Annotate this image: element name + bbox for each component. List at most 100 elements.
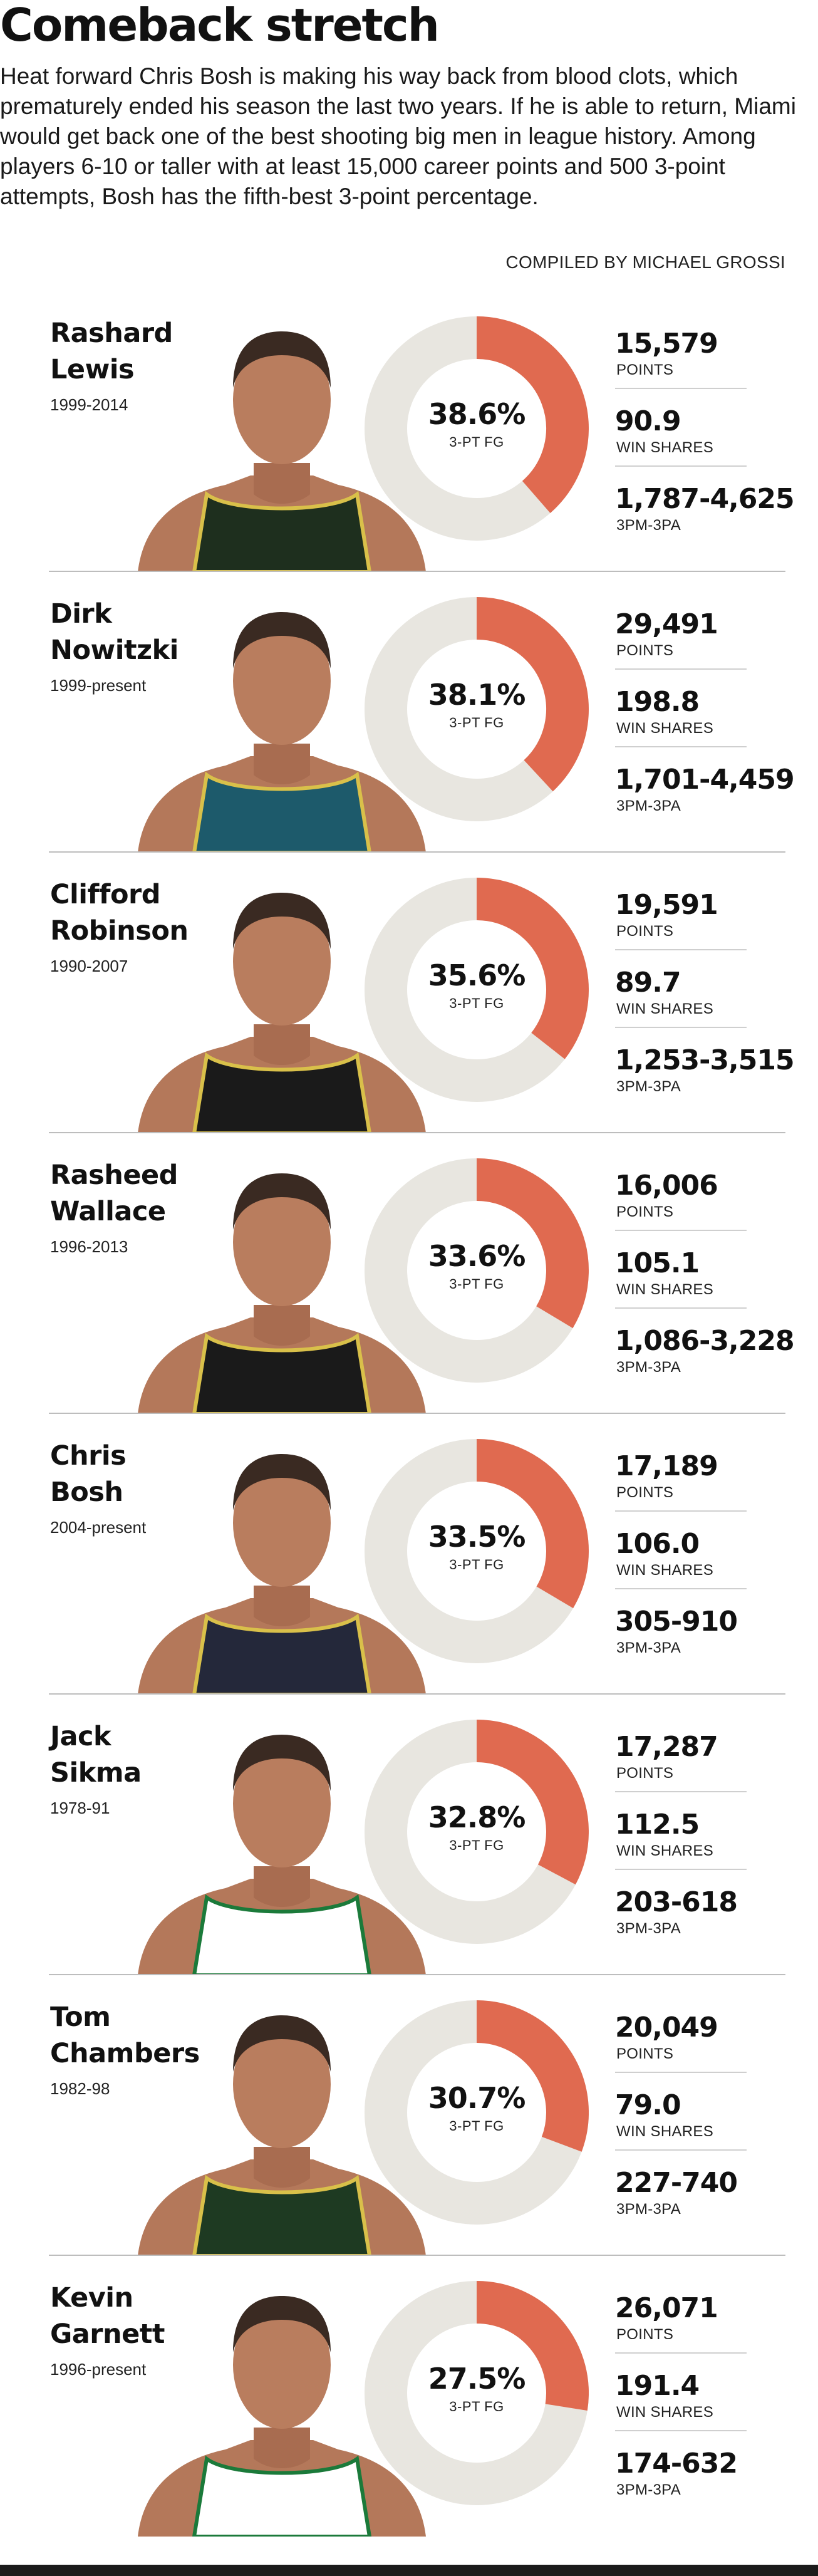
- win-shares-label: WIN SHARES: [616, 720, 714, 737]
- player-years: 2004-present: [50, 1518, 147, 1537]
- points-value: 16,006: [615, 1170, 718, 1202]
- player-photo: [138, 1173, 426, 1414]
- points-label: POINTS: [616, 1484, 674, 1501]
- pct-value: 30.7%: [428, 2081, 526, 2115]
- points-value: 20,049: [615, 2012, 718, 2044]
- row-divider: [49, 851, 785, 853]
- pct-label: 3-PT FG: [449, 715, 504, 730]
- credit-line: COMPILED BY MICHAEL GROSSI: [505, 252, 785, 272]
- player-years: 1999-present: [50, 676, 147, 695]
- stat-divider: [615, 1307, 747, 1309]
- pct-donut: [365, 1720, 589, 1944]
- stat-divider: [615, 949, 747, 950]
- player-photo: [138, 2296, 426, 2537]
- donut-slice: [476, 597, 589, 792]
- stat-divider: [615, 668, 747, 670]
- pct-label: 3-PT FG: [449, 995, 504, 1011]
- points-label: POINTS: [616, 361, 674, 378]
- win-shares-value: 191.4: [615, 2370, 700, 2402]
- player-row: Tom Chambers 1982-98 30.7% 3-PT FG 20,049 POI…: [0, 1975, 818, 2256]
- stat-divider: [615, 465, 747, 467]
- three-pt-label: 3PM-3PA: [616, 797, 681, 814]
- stat-divider: [615, 1510, 747, 1512]
- pct-label: 3-PT FG: [449, 2399, 504, 2414]
- points-value: 17,189: [615, 1450, 718, 1482]
- points-value: 19,591: [615, 889, 718, 921]
- stat-divider: [615, 2430, 747, 2431]
- three-pt-label: 3PM-3PA: [616, 517, 681, 534]
- win-shares-value: 198.8: [615, 686, 700, 718]
- three-pt-value: 1,086-3,228: [615, 1325, 795, 1357]
- pct-donut: [365, 878, 589, 1102]
- player-photo: [138, 1454, 426, 1695]
- player-name: Rashard Lewis: [50, 318, 173, 385]
- row-divider: [49, 1132, 785, 1133]
- player-years: 1996-2013: [50, 1237, 128, 1256]
- win-shares-label: WIN SHARES: [616, 2123, 714, 2140]
- intro-text: Heat forward Chris Bosh is making his wa…: [0, 63, 796, 209]
- player-years: 1990-2007: [50, 957, 128, 975]
- donut-slice: [476, 1720, 589, 1885]
- row-divider: [49, 2255, 785, 2256]
- player-row: Jack Sikma 1978-91 32.8% 3-PT FG 17,287 POINT…: [0, 1695, 818, 1975]
- win-shares-label: WIN SHARES: [616, 1842, 714, 1859]
- stat-divider: [615, 2149, 747, 2151]
- win-shares-label: WIN SHARES: [616, 1000, 714, 1017]
- win-shares-value: 112.5: [615, 1809, 700, 1841]
- player-photo: [138, 893, 426, 1133]
- row-divider: [49, 1693, 785, 1695]
- three-pt-value: 305-910: [615, 1606, 738, 1638]
- player-row: Kevin Garnett 1996-present 27.5% 3-PT FG 26,…: [0, 2256, 818, 2537]
- donut-slice: [476, 1158, 589, 1329]
- donut-slice: [476, 878, 589, 1059]
- pct-value: 38.1%: [428, 678, 526, 712]
- donut-slice: [476, 2000, 589, 2152]
- three-pt-value: 174-632: [615, 2448, 738, 2480]
- stat-divider: [615, 2072, 747, 2073]
- three-pt-label: 3PM-3PA: [616, 2201, 681, 2218]
- pct-label: 3-PT FG: [449, 1276, 504, 1292]
- stat-divider: [615, 1230, 747, 1231]
- player-name: Chris Bosh: [50, 1440, 127, 1508]
- player-photo: [138, 331, 426, 572]
- pct-value: 35.6%: [428, 958, 526, 992]
- three-pt-label: 3PM-3PA: [616, 2481, 681, 2498]
- pct-donut: [365, 316, 589, 541]
- player-name: Kevin Garnett: [50, 2282, 165, 2350]
- footer-bar: [0, 2565, 818, 2576]
- player-row: Chris Bosh 2004-present 33.5% 3-PT FG 17,189…: [0, 1414, 818, 1695]
- player-name: Clifford Robinson: [50, 879, 189, 947]
- points-value: 15,579: [615, 328, 718, 360]
- player-photo: [138, 2015, 426, 2256]
- three-pt-value: 203-618: [615, 1886, 738, 1918]
- win-shares-label: WIN SHARES: [616, 1562, 714, 1579]
- player-years: 1996-present: [50, 2360, 147, 2379]
- player-row: Dirk Nowitzki 1999-present 38.1% 3-PT FG 29,…: [0, 572, 818, 853]
- pct-value: 27.5%: [428, 2362, 526, 2396]
- stat-divider: [615, 2352, 747, 2354]
- player-row: Clifford Robinson 1990-2007 35.6% 3-PT FG 19…: [0, 853, 818, 1133]
- win-shares-value: 90.9: [615, 405, 681, 437]
- pct-value: 38.6%: [428, 397, 526, 431]
- pct-value: 33.5%: [428, 1520, 526, 1554]
- player-years: 1999-2014: [50, 395, 128, 414]
- player-name: Dirk Nowitzki: [50, 598, 179, 666]
- pct-donut: [365, 597, 589, 821]
- points-value: 17,287: [615, 1731, 718, 1763]
- points-label: POINTS: [616, 642, 674, 659]
- pct-donut: [365, 2281, 589, 2505]
- three-pt-value: 1,701-4,459: [615, 764, 795, 796]
- player-name: Tom Chambers: [50, 2002, 200, 2069]
- points-label: POINTS: [616, 2326, 674, 2343]
- page-title: Comeback stretch: [0, 0, 440, 51]
- win-shares-label: WIN SHARES: [616, 2404, 714, 2421]
- donut-slice: [476, 2281, 589, 2411]
- pct-donut: [365, 2000, 589, 2225]
- player-name: Rasheed Wallace: [50, 1160, 178, 1227]
- three-pt-label: 3PM-3PA: [616, 1359, 681, 1376]
- win-shares-value: 106.0: [615, 1528, 700, 1560]
- pct-label: 3-PT FG: [449, 2118, 504, 2134]
- three-pt-value: 227-740: [615, 2167, 738, 2199]
- three-pt-value: 1,787-4,625: [615, 483, 795, 515]
- stat-divider: [615, 746, 747, 747]
